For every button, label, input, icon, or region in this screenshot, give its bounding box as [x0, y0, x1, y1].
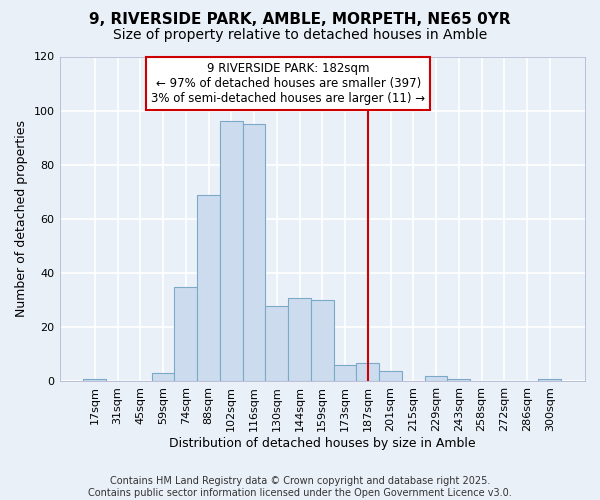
Bar [265, 306, 288, 382]
Text: Size of property relative to detached houses in Amble: Size of property relative to detached ho… [113, 28, 487, 42]
Bar [311, 300, 334, 382]
Bar [334, 365, 356, 382]
Bar [242, 124, 265, 382]
Bar [197, 194, 220, 382]
Text: 9 RIVERSIDE PARK: 182sqm
← 97% of detached houses are smaller (397)
3% of semi-d: 9 RIVERSIDE PARK: 182sqm ← 97% of detach… [151, 62, 425, 105]
Text: Contains HM Land Registry data © Crown copyright and database right 2025.
Contai: Contains HM Land Registry data © Crown c… [88, 476, 512, 498]
Bar [448, 379, 470, 382]
X-axis label: Distribution of detached houses by size in Amble: Distribution of detached houses by size … [169, 437, 476, 450]
Bar [288, 298, 311, 382]
Bar [425, 376, 448, 382]
Bar [538, 379, 561, 382]
Y-axis label: Number of detached properties: Number of detached properties [15, 120, 28, 318]
Bar [175, 286, 197, 382]
Text: 9, RIVERSIDE PARK, AMBLE, MORPETH, NE65 0YR: 9, RIVERSIDE PARK, AMBLE, MORPETH, NE65 … [89, 12, 511, 28]
Bar [220, 122, 242, 382]
Bar [379, 370, 402, 382]
Bar [356, 362, 379, 382]
Bar [152, 374, 175, 382]
Bar [83, 379, 106, 382]
